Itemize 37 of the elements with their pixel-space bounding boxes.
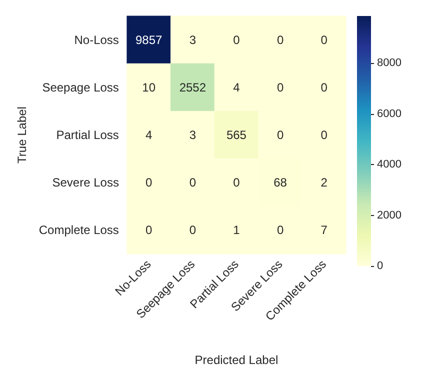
y-tick-label: No-Loss (74, 32, 119, 47)
color-bar-label: 8000 (377, 57, 402, 70)
y-tick-label: Complete Loss (38, 223, 119, 238)
data-label: 1 (233, 223, 240, 238)
data-label: 2552 (179, 80, 206, 94)
data-label: 0 (276, 80, 284, 94)
data-label: 0 (320, 80, 328, 94)
y-tick-label: Seepage Loss (42, 80, 119, 94)
data-label: 0 (189, 176, 196, 190)
color-bar-label: 4000 (377, 158, 402, 171)
data-label: 3 (189, 128, 196, 142)
y-axis-title: True Label (15, 106, 29, 164)
data-label: 0 (146, 223, 152, 238)
data-label: 0 (233, 176, 240, 190)
data-label: 2 (320, 176, 328, 190)
color-bar-label: 0 (377, 260, 384, 272)
data-label: 0 (233, 32, 240, 47)
data-label: 7 (320, 223, 328, 238)
data-label: 0 (189, 223, 196, 238)
data-label: 0 (276, 223, 284, 238)
data-label: 0 (320, 128, 328, 142)
data-label: 4 (233, 80, 240, 94)
data-label: 3 (189, 32, 196, 47)
color-bar-label: 2000 (377, 209, 402, 222)
color-bar-label: 6000 (377, 108, 402, 120)
data-label: 565 (226, 128, 247, 142)
data-label: 0 (320, 32, 328, 47)
data-label: 4 (146, 128, 152, 142)
data-label: 0 (276, 128, 284, 142)
data-label: 10 (142, 80, 156, 94)
data-label: 0 (276, 32, 284, 47)
data-label: 0 (146, 176, 152, 190)
data-label: 9857 (135, 32, 163, 47)
data-label: 68 (274, 176, 288, 190)
y-tick-label: Severe Loss (52, 176, 119, 190)
y-tick-label: Partial Loss (56, 128, 119, 142)
x-axis-title: Predicted Label (194, 353, 278, 367)
